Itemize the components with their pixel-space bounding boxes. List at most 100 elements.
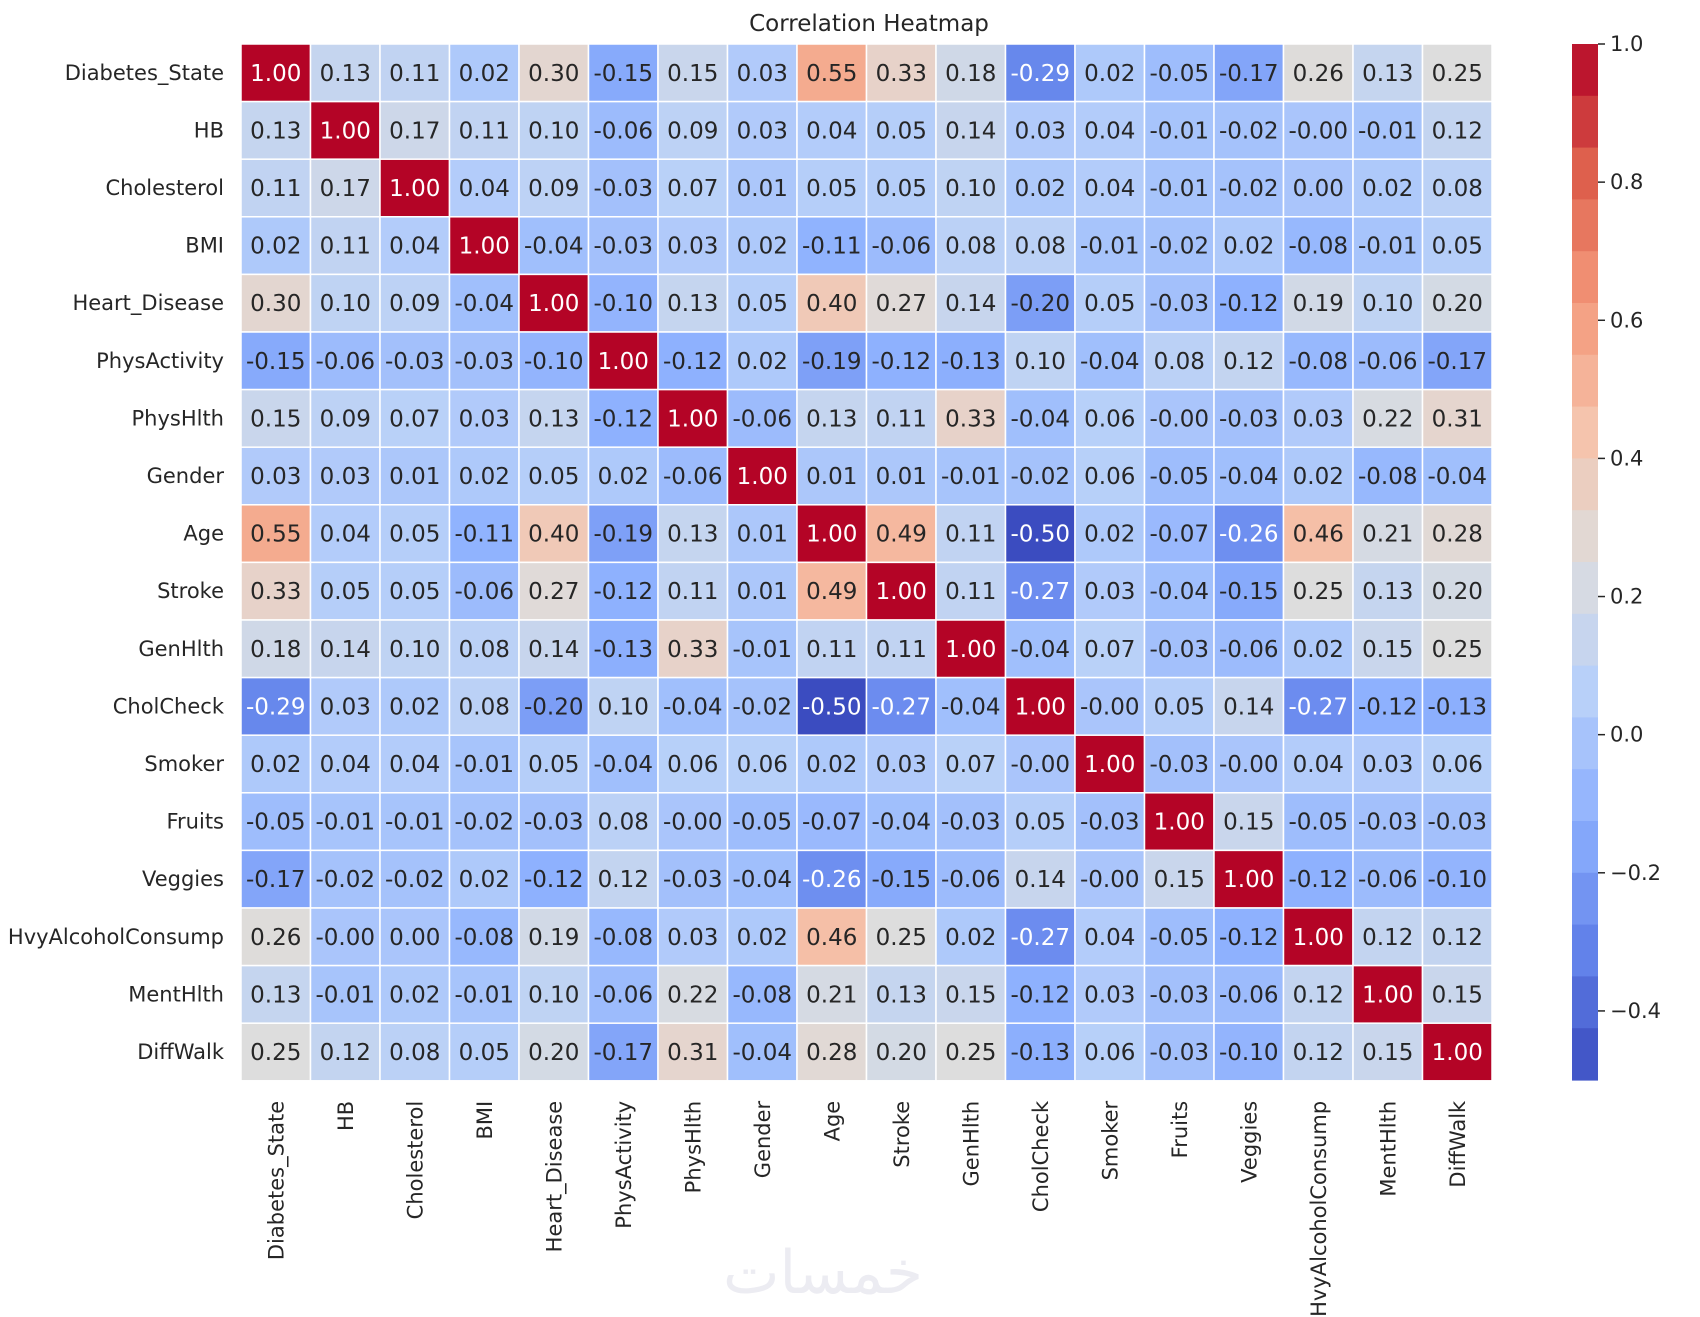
heatmap-cell [1282,216,1354,276]
cell-value-label: 0.46 [806,925,857,951]
cell-value-label: 0.04 [389,752,440,778]
watermark-logo: خمسات [723,1238,923,1308]
cell-value-label: -0.03 [1149,637,1209,663]
heatmap-cell [1004,43,1076,103]
heatmap-cell [309,792,381,852]
heatmap-cell [796,849,868,909]
cell-value-label: 0.10 [528,118,579,144]
cell-value-label: -0.02 [1219,176,1279,202]
cell-value-label: 0.06 [667,752,718,778]
cell-value-label: 0.02 [806,752,857,778]
cell-value-label: 0.21 [806,982,857,1008]
cell-value-label: 0.11 [876,406,927,432]
heatmap-cell [1004,1022,1076,1082]
heatmap-cell [1352,849,1424,909]
heatmap-cell [1213,619,1285,679]
cell-value-label: 0.02 [1223,234,1274,260]
cell-value-label: -0.02 [315,867,375,893]
cell-value-label: 0.13 [667,522,718,548]
cell-value-label: -0.29 [1010,61,1070,87]
cell-value-label: -0.02 [732,694,792,720]
heatmap-cell [865,43,937,103]
heatmap-cell [309,43,381,103]
cell-value-label: 1.00 [1362,982,1413,1008]
heatmap-cell [1282,619,1354,679]
heatmap-cell [726,907,798,967]
cell-value-label: -0.04 [663,694,723,720]
heatmap-cell [518,273,590,333]
cell-value-label: -0.50 [802,694,862,720]
cell-value-label: 0.03 [250,464,301,490]
cell-value-label: 0.03 [667,234,718,260]
cell-value-label: -0.07 [802,810,862,836]
heatmap-cell [1421,388,1493,448]
cell-value-label: 0.20 [1432,579,1483,605]
heatmap-cell [587,43,659,103]
heatmap-cell [1282,792,1354,852]
colorbar-segment [1572,562,1598,615]
cell-value-label: 1.00 [459,234,510,260]
cell-value-label: 0.06 [737,752,788,778]
heatmap-cell [1352,619,1424,679]
cell-value-label: -0.04 [1149,579,1209,605]
heatmap-cell [865,100,937,160]
heatmap-cell [1143,158,1215,218]
heatmap-cell [448,561,520,621]
cell-value-label: 0.02 [1015,176,1066,202]
heatmap-cell [1004,504,1076,564]
cell-value-label: -0.04 [593,752,653,778]
heatmap-cell [448,849,520,909]
colorbar-segment [1572,665,1598,718]
cell-value-label: 0.12 [1223,349,1274,375]
row-label: Smoker [144,752,224,776]
heatmap-cell [309,619,381,679]
cell-value-label: 0.08 [1154,349,1205,375]
cell-value-label: 0.02 [1362,176,1413,202]
heatmap-cell [1352,964,1424,1024]
heatmap-cell [1074,216,1146,276]
cell-value-label: -0.03 [593,176,653,202]
heatmap-cell [935,964,1007,1024]
cell-value-label: 0.08 [389,1040,440,1066]
cell-value-label: 0.05 [876,176,927,202]
cell-value-label: -0.19 [802,349,862,375]
heatmap-cell [865,734,937,794]
cell-value-label: 0.12 [320,1040,371,1066]
row-label: HvyAlcoholConsump [8,925,224,949]
colorbar-segment [1572,251,1598,304]
cell-value-label: -0.00 [1010,752,1070,778]
heatmap-cell [1421,676,1493,736]
heatmap-cell [1074,100,1146,160]
cell-value-label: 0.03 [320,464,371,490]
cell-value-label: -0.05 [1149,61,1209,87]
column-labels: Diabetes_State HB Cholesterol BMI Heart_Dise… [265,1100,1471,1317]
cell-value-label: 0.05 [528,752,579,778]
cell-value-label: -0.12 [1219,291,1279,317]
heatmap-cell [796,1022,868,1082]
cell-value-label: -0.03 [593,234,653,260]
cell-value-label: 0.12 [1293,1040,1344,1066]
heatmap-cell [865,676,937,736]
cell-value-label: -0.15 [246,349,306,375]
cell-value-label: 0.04 [320,752,371,778]
cell-value-label: -0.27 [1010,925,1070,951]
heatmap-cell [518,907,590,967]
cell-value-label: -0.03 [1149,291,1209,317]
heatmap-cell [935,388,1007,448]
heatmap-cell [587,1022,659,1082]
cell-value-label: 0.30 [250,291,301,317]
column-label: HvyAlcoholConsump [1307,1101,1331,1317]
column-label: Cholesterol [404,1101,428,1220]
row-label: MentHlth [128,982,224,1006]
cell-value-label: -0.04 [1080,349,1140,375]
cell-value-label: -0.00 [1080,694,1140,720]
cell-value-label: -0.03 [1427,810,1487,836]
cell-value-label: 0.08 [459,637,510,663]
heatmap-cell [657,849,729,909]
cell-value-label: 0.40 [528,522,579,548]
cell-value-label: 1.00 [250,61,301,87]
cell-value-label: -0.10 [1219,1040,1279,1066]
heatmap-cell [657,158,729,218]
heatmap-cell [1282,561,1354,621]
heatmap-cell [657,273,729,333]
